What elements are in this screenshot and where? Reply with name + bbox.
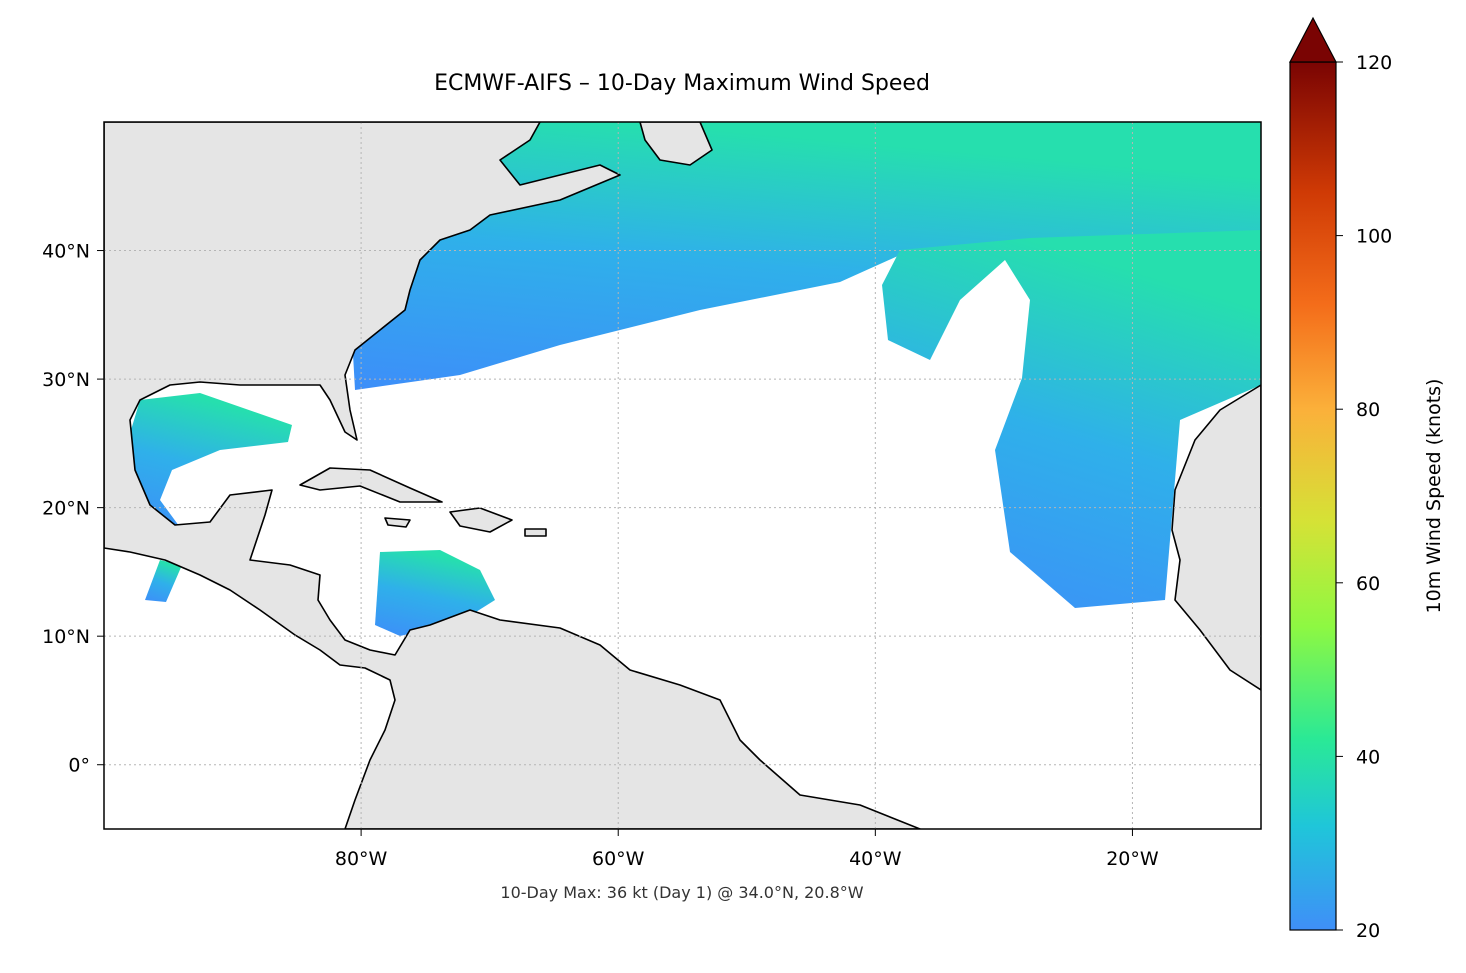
- colorbar-label: 10m Wind Speed (knots): [1423, 379, 1445, 614]
- map-frame: [103, 121, 1262, 830]
- lat-tick-label: 0°: [68, 755, 90, 777]
- lon-tick-label: 60°W: [592, 848, 645, 870]
- map-area: [104, 122, 1261, 829]
- colorbar-tick-label: 100: [1356, 226, 1392, 248]
- newfoundland: [639, 122, 713, 166]
- lon-tick-label: 20°W: [1106, 848, 1159, 870]
- map-title: ECMWF-AIFS – 10-Day Maximum Wind Speed: [434, 71, 930, 96]
- wind-region: [128, 393, 292, 530]
- colorbar-tick-label: 40: [1356, 746, 1380, 768]
- hispaniola: [449, 507, 513, 533]
- lat-tick-label: 10°N: [42, 626, 90, 648]
- africa: [1171, 384, 1261, 691]
- land: [104, 122, 1261, 829]
- colorbar-scale: [1289, 61, 1337, 931]
- colorbar-tick-label: 60: [1356, 573, 1380, 595]
- jamaica: [384, 517, 411, 528]
- wind-region: [882, 230, 1261, 608]
- colorbar-tick-label: 120: [1356, 52, 1392, 74]
- axis-ticks: 80°W 60°W 40°W 20°W 0° 10°N 20°N 30°N 40°N: [42, 241, 1159, 870]
- puerto-rico: [524, 528, 547, 537]
- lat-tick-label: 40°N: [42, 241, 90, 263]
- lon-tick-label: 80°W: [335, 848, 388, 870]
- colorbar: 20 40 60 80 100 120: [1289, 16, 1392, 942]
- colorbar-tick-label: 80: [1356, 399, 1380, 421]
- colorbar-extend: [1289, 16, 1337, 63]
- cuba: [299, 467, 443, 503]
- wind-region: [145, 560, 182, 602]
- lon-tick-label: 40°W: [849, 848, 902, 870]
- footer-note: 10-Day Max: 36 kt (Day 1) @ 34.0°N, 20.8…: [500, 883, 863, 902]
- lat-tick-label: 20°N: [42, 498, 90, 520]
- lat-tick-label: 30°N: [42, 369, 90, 391]
- colorbar-tick-label: 20: [1356, 920, 1380, 942]
- americas: [104, 122, 921, 829]
